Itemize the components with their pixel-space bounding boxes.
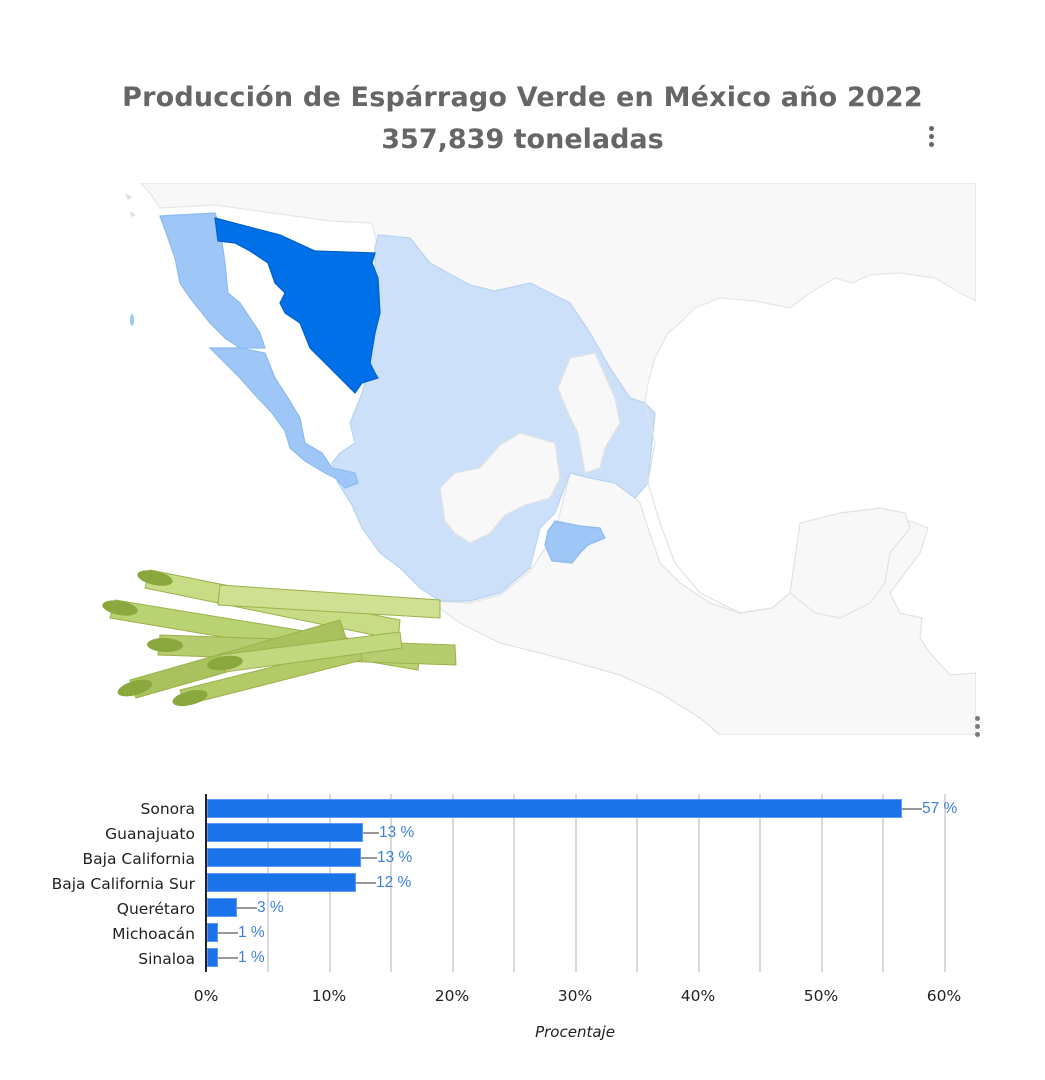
category-label: Baja California Sur <box>51 875 195 893</box>
map-state-baja-california[interactable] <box>159 212 266 349</box>
gridline <box>636 794 638 972</box>
x-tick-label: 30% <box>557 987 593 1005</box>
map-usa-landmass <box>139 183 976 404</box>
bar-sinaloa[interactable] <box>207 948 218 967</box>
gridline <box>390 794 392 972</box>
gridline <box>759 794 761 972</box>
bar-michoacan[interactable] <box>207 923 218 942</box>
map-gulf-coastline <box>644 402 791 614</box>
gridline <box>513 794 515 972</box>
mexico-choropleth-map[interactable] <box>100 183 976 735</box>
value-leader <box>356 882 376 884</box>
map-state-sonora[interactable] <box>214 217 381 394</box>
map-yucatan <box>789 507 911 619</box>
value-leader <box>218 932 238 934</box>
category-label: Querétaro <box>116 900 195 918</box>
category-label: Sinaloa <box>138 950 195 968</box>
value-leader <box>218 957 238 959</box>
bar-sonora[interactable] <box>207 799 902 818</box>
value-label: 12 % <box>376 874 412 891</box>
chart-menu-kebab-icon[interactable] <box>926 126 936 147</box>
category-label: Guanajuato <box>105 825 195 843</box>
value-leader <box>361 857 377 859</box>
map-island <box>130 314 134 326</box>
bar-baja-california-sur[interactable] <box>207 873 356 892</box>
y-axis-line <box>205 794 207 972</box>
category-label: Sonora <box>140 800 196 818</box>
bar-queretaro[interactable] <box>207 898 237 917</box>
value-leader <box>363 832 379 834</box>
x-tick-label: 20% <box>434 987 470 1005</box>
value-label: 13 % <box>377 849 413 866</box>
x-axis-title: Procentaje <box>535 1023 615 1041</box>
value-label: 13 % <box>379 824 415 841</box>
chart-title: Producción de Espárrago Verde en México … <box>122 82 923 113</box>
x-tick-label: 60% <box>926 987 962 1005</box>
value-leader <box>237 907 257 909</box>
map-menu-kebab-icon[interactable] <box>972 716 982 737</box>
gridline <box>944 794 946 972</box>
map-state-nuevo-leon <box>557 352 621 474</box>
value-leader <box>902 808 922 810</box>
map-state-baja-california-sur[interactable] <box>208 347 359 489</box>
bar-guanajuato[interactable] <box>207 823 363 842</box>
category-label: Michoacán <box>112 925 195 943</box>
chart-title-block: Producción de Espárrago Verde en México … <box>0 80 1045 158</box>
value-label: 1 % <box>238 949 265 966</box>
map-state-northern-central[interactable] <box>331 234 656 602</box>
x-tick-label: 50% <box>803 987 839 1005</box>
gridline <box>882 794 884 972</box>
value-label: 3 % <box>257 899 284 916</box>
gridline <box>575 794 577 972</box>
x-tick-label: 40% <box>680 987 716 1005</box>
bar-baja-california[interactable] <box>207 848 361 867</box>
value-label: 57 % <box>922 800 958 817</box>
gridline <box>452 794 454 972</box>
x-tick-label: 0% <box>193 987 219 1005</box>
map-coast-islands <box>125 193 136 217</box>
category-label: Baja California <box>82 850 195 868</box>
value-label: 1 % <box>238 924 265 941</box>
map-state-zacatecas-jalisco <box>439 432 561 544</box>
map-state-guanajuato[interactable] <box>544 520 606 564</box>
asparagus-image <box>100 560 470 720</box>
gridline <box>698 794 700 972</box>
bar-chart: Sonora 57 % Guanajuato 13 % Baja Califor… <box>0 790 1045 1060</box>
x-tick-label: 10% <box>311 987 347 1005</box>
chart-subtitle: 357,839 toneladas <box>381 124 664 155</box>
gridline <box>821 794 823 972</box>
